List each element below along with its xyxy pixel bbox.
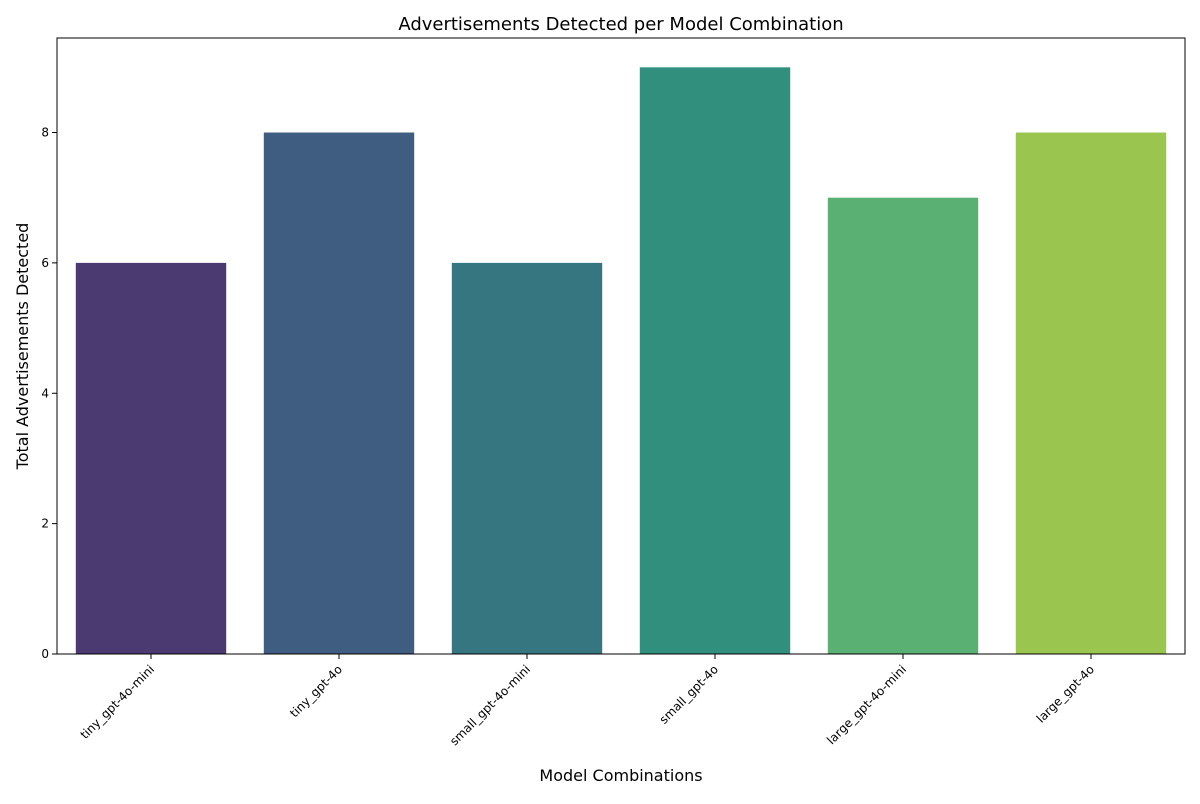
bar-large_gpt-4o xyxy=(1015,132,1167,654)
y-tick-label: 6 xyxy=(41,256,49,270)
y-tick-label: 2 xyxy=(41,517,49,531)
bar-large_gpt-4o-mini xyxy=(827,197,979,654)
plot-frame xyxy=(56,37,1186,655)
chart-title: Advertisements Detected per Model Combin… xyxy=(398,14,843,35)
x-tick-label: small_gpt-4o-mini xyxy=(447,662,533,748)
y-axis-ticks: 0 2 4 6 8 xyxy=(41,126,57,661)
bars-layer xyxy=(75,67,1167,654)
bar-tiny_gpt-4o xyxy=(263,132,415,654)
bar-small_gpt-4o-mini xyxy=(451,262,603,654)
y-tick-label: 4 xyxy=(41,386,49,400)
y-axis-label: Total Advertisements Detected xyxy=(13,223,32,471)
x-axis-ticks: tiny_gpt-4o-mini tiny_gpt-4o small_gpt-4o-… xyxy=(78,654,1097,748)
x-tick-label: small_gpt-4o xyxy=(657,662,722,727)
x-tick-label: large_gpt-4o xyxy=(1034,662,1097,725)
x-axis-label: Model Combinations xyxy=(539,766,702,785)
x-tick-label: tiny_gpt-4o xyxy=(287,662,345,720)
x-tick-label: large_gpt-4o-mini xyxy=(824,662,909,747)
y-tick-label: 8 xyxy=(41,126,49,140)
y-tick-label: 0 xyxy=(41,647,49,661)
bar-small_gpt-4o xyxy=(639,67,791,654)
x-tick-label: tiny_gpt-4o-mini xyxy=(78,662,158,742)
bar-tiny_gpt-4o-mini xyxy=(75,262,227,654)
